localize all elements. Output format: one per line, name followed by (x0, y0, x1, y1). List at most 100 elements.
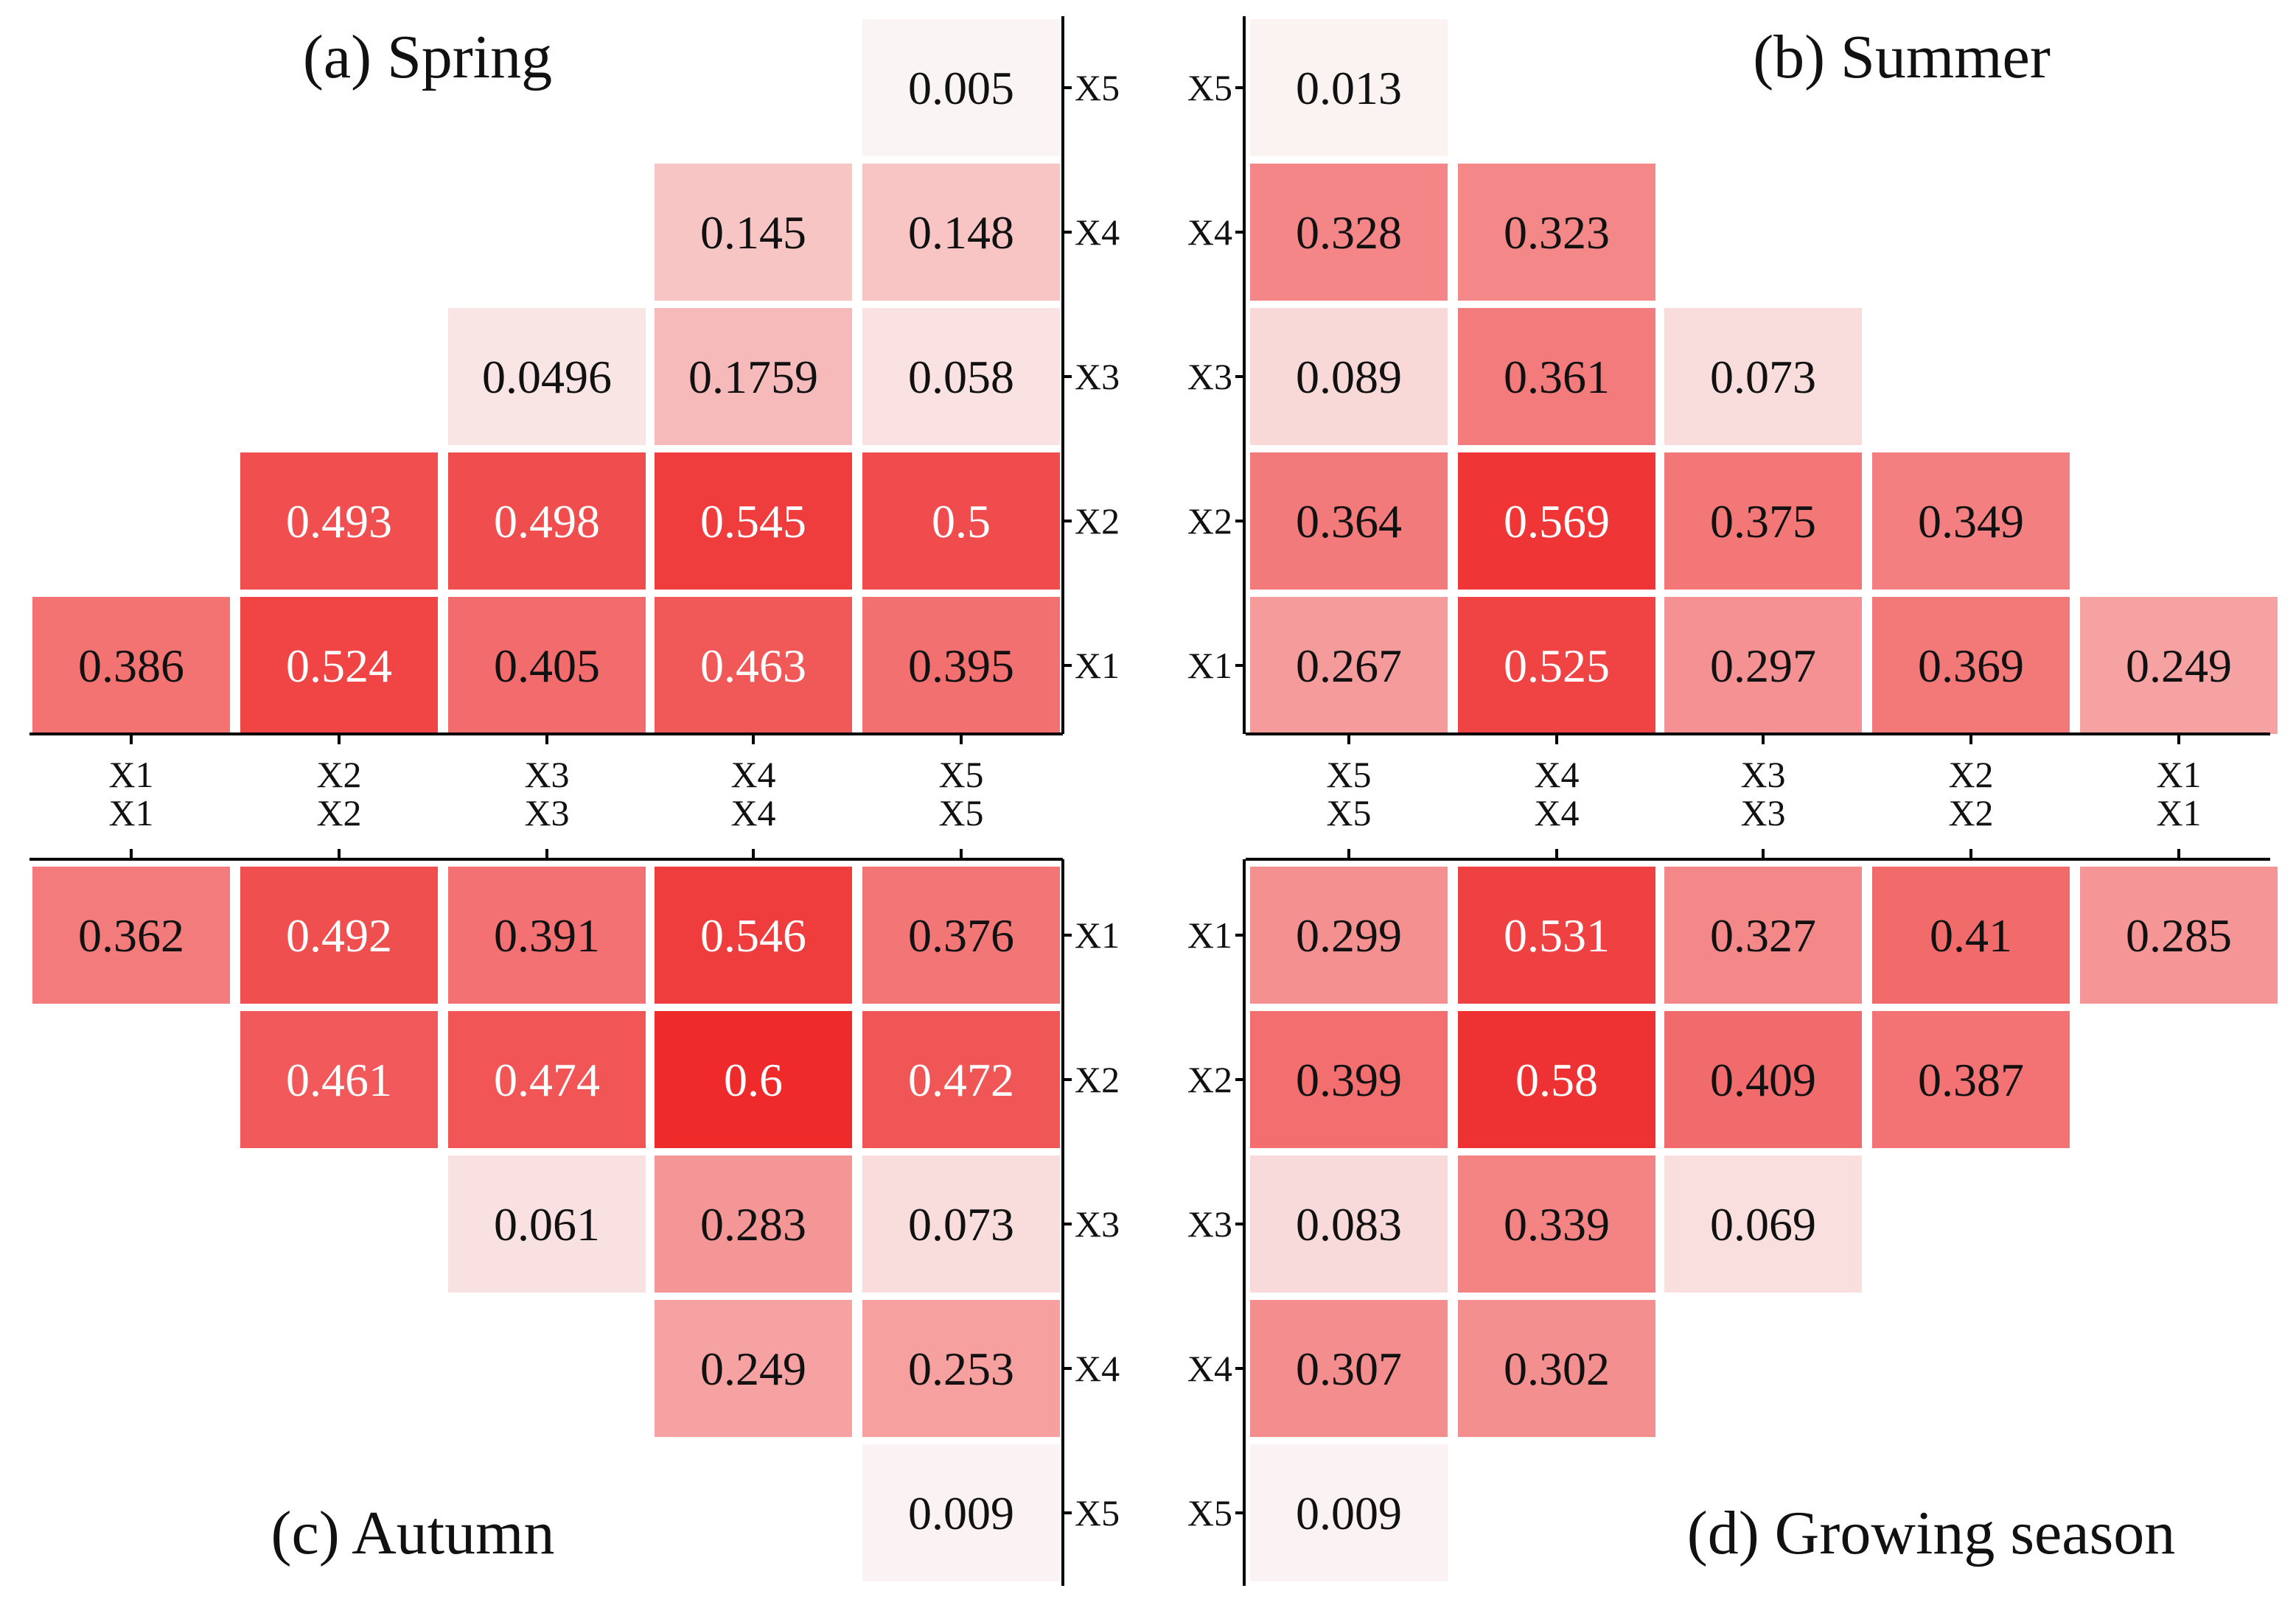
cell-value-label: 0.386 (78, 640, 184, 692)
cell-value-label: 0.249 (2126, 640, 2232, 692)
cell-value-label: 0.089 (1296, 351, 1402, 403)
cell-value-label: 0.1759 (688, 351, 818, 403)
y-tick-label: X3 (1187, 356, 1232, 397)
cell-value-label: 0.492 (286, 909, 392, 962)
cell-value-label: 0.409 (1710, 1054, 1816, 1106)
x-tick-label: X1 (108, 754, 153, 795)
cell-value-label: 0.525 (1504, 640, 1610, 692)
cell-value-label: 0.283 (700, 1198, 806, 1251)
x-tick-label: X4 (730, 754, 775, 795)
heatmap-cell (655, 867, 852, 1004)
cell-value-label: 0.009 (908, 1487, 1014, 1539)
panel-title: (d) Growing season (1687, 1499, 2176, 1567)
heatmap-cell (862, 1011, 1060, 1148)
cell-value-label: 0.327 (1710, 909, 1816, 962)
heatmap-cell (1458, 452, 1655, 590)
heatmap-cell (32, 597, 230, 734)
heatmap-cell (240, 867, 438, 1004)
cell-value-label: 0.391 (494, 909, 600, 962)
panel-title: (b) Summer (1753, 23, 2051, 91)
cell-value-label: 0.285 (2126, 909, 2232, 962)
heatmap-cell (240, 1011, 438, 1148)
heatmap-cell (862, 1444, 1060, 1581)
cell-value-label: 0.302 (1504, 1343, 1610, 1395)
heatmap-cell (862, 164, 1060, 301)
y-tick-label: X2 (1187, 1059, 1232, 1100)
heatmap-cell (655, 1011, 852, 1148)
heatmap-cell (1664, 452, 1862, 590)
cell-value-label: 0.005 (908, 62, 1014, 114)
heatmap-cell (862, 597, 1060, 734)
heatmap-cell (862, 867, 1060, 1004)
cell-value-label: 0.058 (908, 351, 1014, 403)
cell-value-label: 0.387 (1918, 1054, 2024, 1106)
heatmap-cell (1664, 1155, 1862, 1293)
heatmap-cell (1458, 1155, 1655, 1293)
heatmap-cell (655, 597, 852, 734)
y-tick-label: X4 (1075, 211, 1120, 253)
heatmap-cell (448, 597, 646, 734)
cell-value-label: 0.546 (700, 909, 806, 962)
heatmap-cell (1250, 1444, 1448, 1581)
x-tick-label: X3 (1740, 792, 1785, 833)
heatmap-cell (1872, 867, 2070, 1004)
cell-value-label: 0.267 (1296, 640, 1402, 692)
heatmap-cell (862, 1300, 1060, 1437)
heatmap-cell (1250, 1011, 1448, 1148)
cell-value-label: 0.569 (1504, 495, 1610, 548)
cell-value-label: 0.362 (78, 909, 184, 962)
panel-title: (c) Autumn (271, 1499, 555, 1567)
cell-value-label: 0.148 (908, 206, 1014, 259)
cell-value-label: 0.364 (1296, 495, 1402, 548)
heatmap-cell (655, 1155, 852, 1293)
y-tick-label: X1 (1187, 915, 1232, 956)
x-tick-label: X3 (524, 754, 569, 795)
heatmap-cell (1664, 1011, 1862, 1148)
y-tick-label: X5 (1075, 1492, 1120, 1534)
x-tick-label: X1 (108, 792, 153, 833)
cell-value-label: 0.472 (908, 1054, 1014, 1106)
cell-value-label: 0.463 (700, 640, 806, 692)
cell-value-label: 0.395 (908, 640, 1014, 692)
cell-value-label: 0.399 (1296, 1054, 1402, 1106)
cell-value-label: 0.253 (908, 1343, 1014, 1395)
x-tick-label: X5 (1326, 792, 1371, 833)
cell-value-label: 0.5 (932, 495, 991, 548)
cell-value-label: 0.405 (494, 640, 600, 692)
y-tick-label: X4 (1187, 211, 1232, 253)
heatmap-cell (1250, 597, 1448, 734)
heatmap-cell (2080, 597, 2278, 734)
cell-value-label: 0.073 (908, 1198, 1014, 1251)
x-tick-label: X4 (1534, 754, 1579, 795)
x-tick-label: X5 (938, 754, 983, 795)
heatmap-cell (862, 308, 1060, 445)
y-tick-label: X4 (1075, 1348, 1120, 1389)
heatmap-cell (1664, 308, 1862, 445)
x-tick-label: X3 (524, 792, 569, 833)
cell-value-label: 0.498 (494, 495, 600, 548)
y-tick-label: X3 (1187, 1203, 1232, 1245)
cell-value-label: 0.083 (1296, 1198, 1402, 1251)
heatmap-cell (448, 1011, 646, 1148)
y-tick-label: X5 (1075, 67, 1120, 108)
x-tick-label: X4 (1534, 792, 1579, 833)
cell-value-label: 0.545 (700, 495, 806, 548)
heatmap-cell (1872, 597, 2070, 734)
heatmap-cell (448, 1155, 646, 1293)
heatmap-cell (1664, 867, 1862, 1004)
heatmap-cell (1250, 867, 1448, 1004)
heatmap-cell (1250, 1300, 1448, 1437)
cell-value-label: 0.375 (1710, 495, 1816, 548)
cell-value-label: 0.299 (1296, 909, 1402, 962)
x-tick-label: X3 (1740, 754, 1785, 795)
panel-title: (a) Spring (303, 23, 552, 91)
heatmap-cell (1250, 308, 1448, 445)
cell-value-label: 0.41 (1930, 909, 2012, 962)
y-tick-label: X4 (1187, 1348, 1232, 1389)
y-tick-label: X3 (1075, 356, 1120, 397)
cell-value-label: 0.0496 (482, 351, 612, 403)
cell-value-label: 0.376 (908, 909, 1014, 962)
heatmap-cell (655, 308, 852, 445)
